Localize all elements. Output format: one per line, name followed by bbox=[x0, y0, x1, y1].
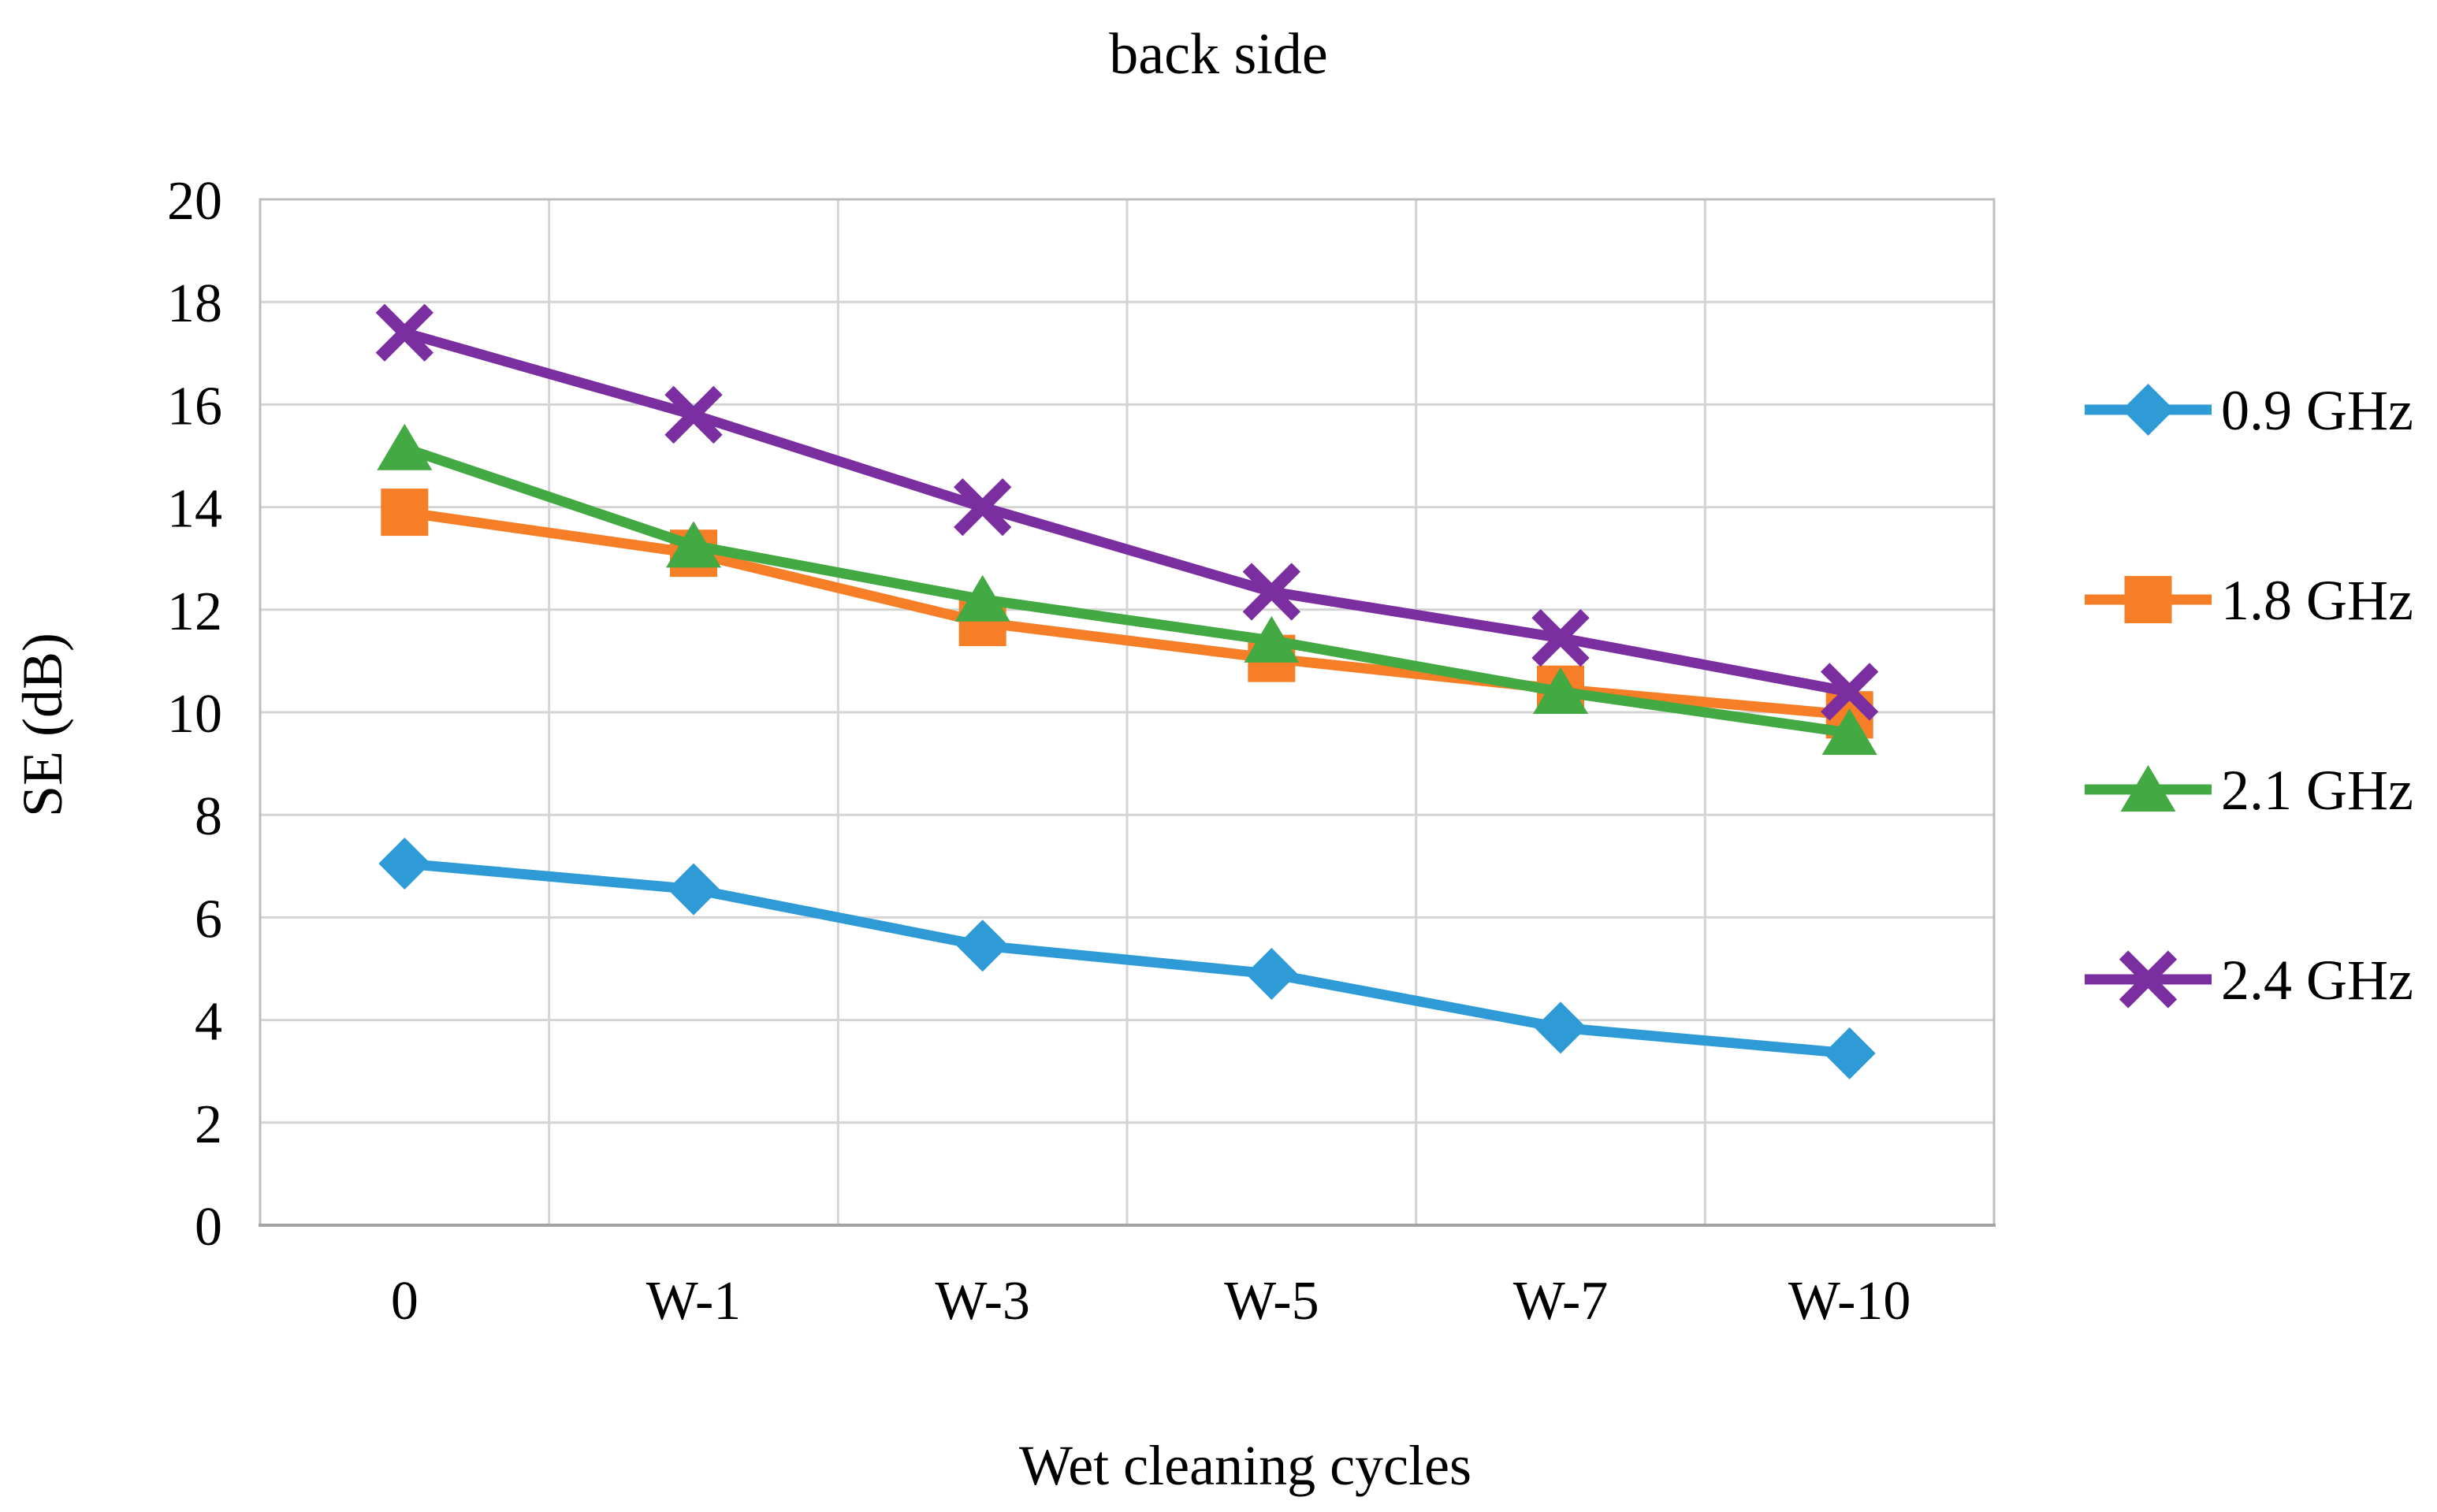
chart-title: back side bbox=[1109, 22, 1327, 87]
series-2-4-ghz bbox=[375, 303, 1879, 721]
marker-2-4-ghz bbox=[1531, 608, 1590, 667]
marker-2-4-ghz bbox=[1242, 563, 1300, 621]
x-axis-title: Wet cleaning cycles bbox=[1019, 1434, 1472, 1497]
marker-2-4-ghz bbox=[664, 385, 723, 444]
y-axis-tick-labels: 0 2 4 6 8 10 12 14 16 18 20 bbox=[167, 171, 222, 1258]
marker-legend-1-8-ghz bbox=[2124, 576, 2172, 623]
y-tick-label: 8 bbox=[195, 786, 222, 847]
y-tick-label: 18 bbox=[167, 273, 222, 334]
legend-label-1-8-ghz: 1.8 GHz bbox=[2221, 569, 2413, 632]
legend-label-2-1-ghz: 2.1 GHz bbox=[2221, 759, 2413, 822]
y-tick-label: 4 bbox=[195, 992, 222, 1053]
marker-0-9-ghz bbox=[668, 863, 720, 916]
x-tick-label: W-10 bbox=[1788, 1271, 1911, 1332]
legend-label-2-4-ghz: 2.4 GHz bbox=[2221, 949, 2413, 1012]
marker-2-4-ghz bbox=[1821, 663, 1879, 721]
legend-item-0-9-ghz: 0.9 GHz bbox=[2085, 379, 2413, 442]
series-line-0-9-ghz bbox=[404, 858, 1851, 1059]
legend-item-1-8-ghz: 1.8 GHz bbox=[2085, 569, 2413, 632]
y-tick-label: 10 bbox=[167, 684, 222, 745]
y-tick-label: 16 bbox=[167, 376, 222, 437]
marker-0-9-ghz bbox=[956, 919, 1009, 972]
marker-0-9-ghz bbox=[1245, 948, 1298, 1001]
y-axis-title: SE (dB) bbox=[11, 633, 74, 817]
x-tick-label: W-5 bbox=[1224, 1271, 1319, 1332]
marker-2-4-ghz bbox=[375, 303, 433, 362]
legend-item-2-4-ghz: 2.4 GHz bbox=[2085, 949, 2413, 1012]
marker-2-1-ghz bbox=[1244, 615, 1300, 663]
y-tick-label: 20 bbox=[167, 171, 222, 232]
x-tick-label: W-3 bbox=[935, 1271, 1030, 1332]
marker-2-4-ghz bbox=[954, 477, 1012, 537]
y-tick-label: 14 bbox=[167, 479, 222, 540]
series-line-2-1-ghz bbox=[403, 443, 1851, 738]
marker-2-1-ghz bbox=[666, 521, 721, 568]
series-0-9-ghz bbox=[378, 838, 1876, 1079]
marker-0-9-ghz bbox=[378, 838, 431, 890]
marker-legend-2-4-ghz bbox=[2119, 950, 2178, 1009]
marker-2-1-ghz bbox=[1533, 667, 1588, 714]
marker-2-1-ghz bbox=[1821, 708, 1877, 756]
x-tick-label: W-1 bbox=[646, 1271, 742, 1332]
marker-1-8-ghz bbox=[381, 489, 429, 537]
y-tick-label: 12 bbox=[167, 581, 222, 642]
marker-0-9-ghz bbox=[1823, 1027, 1876, 1079]
x-tick-label: W-7 bbox=[1513, 1271, 1609, 1332]
marker-2-1-ghz bbox=[377, 423, 433, 470]
y-tick-label: 6 bbox=[195, 889, 222, 949]
marker-legend-0-9-ghz bbox=[2122, 384, 2175, 436]
marker-2-1-ghz bbox=[954, 574, 1010, 622]
y-tick-label: 0 bbox=[195, 1197, 222, 1258]
x-axis-tick-labels: 0 W-1 W-3 W-5 W-7 W-10 bbox=[391, 1271, 1911, 1332]
chart-legend: 0.9 GHz 1.8 GHz 2.1 GHz 2.4 GHz bbox=[2085, 379, 2413, 1012]
data-series-layer bbox=[375, 303, 1879, 1079]
legend-label-0-9-ghz: 0.9 GHz bbox=[2221, 379, 2413, 442]
y-tick-label: 2 bbox=[195, 1094, 222, 1155]
series-line-2-4-ghz bbox=[403, 328, 1851, 697]
legend-item-2-1-ghz: 2.1 GHz bbox=[2085, 759, 2413, 822]
marker-legend-2-1-ghz bbox=[2120, 765, 2176, 812]
x-tick-label: 0 bbox=[391, 1271, 419, 1332]
marker-0-9-ghz bbox=[1535, 1001, 1587, 1054]
series-2-1-ghz bbox=[377, 423, 1877, 756]
